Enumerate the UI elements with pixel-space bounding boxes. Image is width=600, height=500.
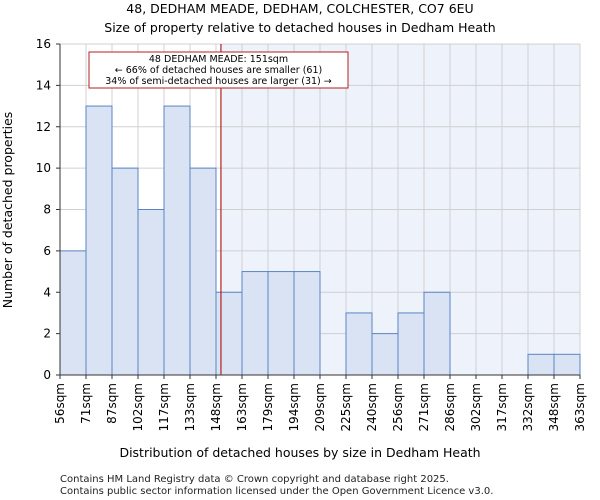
bar-102sqm [137,209,165,376]
bar-256sqm [397,312,425,376]
bar-133sqm [189,167,217,376]
bar-163sqm [241,271,269,376]
x-tick-label: 302sqm [469,383,483,431]
x-tick-label: 179sqm [261,383,275,431]
bar-225sqm [345,312,373,376]
y-tick-label: 12 [36,120,51,134]
x-tick-label: 102sqm [131,383,145,431]
bar-240sqm [371,333,399,376]
x-tick-label: 56sqm [53,383,67,424]
x-tick-label: 117sqm [157,383,171,431]
y-tick-label: 2 [43,327,51,341]
annotation-line-1: 48 DEDHAM MEADE: 151sqm [149,54,288,65]
x-tick-label: 271sqm [417,383,431,431]
x-tick-label: 240sqm [365,383,379,431]
bar-148sqm [215,291,243,376]
x-tick-label: 332sqm [521,383,535,431]
x-axis-label: Distribution of detached houses by size … [119,445,480,460]
bar-87sqm [111,167,139,376]
bar-271sqm [423,291,451,376]
footer-line-1: Contains HM Land Registry data © Crown c… [60,474,449,485]
x-tick-label: 87sqm [105,383,119,424]
bar-348sqm [553,353,581,376]
x-tick-label: 225sqm [339,383,353,431]
x-tick-label: 148sqm [209,383,223,431]
footer-line-2: Contains public sector information licen… [60,486,493,497]
y-tick-label: 16 [36,37,51,51]
bar-332sqm [527,353,555,376]
plot-area: 0 2 4 6 8 10 12 14 16 56sqm 71sqm 87sqm 102sqm 117sqm… [36,37,587,431]
bar-71sqm [85,105,113,376]
x-tick-label: 163sqm [235,383,249,431]
x-tick-label: 133sqm [183,383,197,431]
y-tick-label: 14 [36,78,51,92]
bar-179sqm [267,271,295,376]
bar-56sqm [59,250,87,376]
x-tick-label: 256sqm [391,383,405,431]
y-tick-label: 4 [43,285,51,299]
y-axis-label: Number of detached properties [0,112,15,309]
chart-title: 48, DEDHAM MEADE, DEDHAM, COLCHESTER, CO… [126,1,473,16]
bar-117sqm [163,105,191,376]
y-tick-label: 0 [43,368,51,382]
x-tick-label: 194sqm [287,383,301,431]
x-tick-label: 209sqm [313,383,327,431]
annotation-line-3: 34% of semi-detached houses are larger (… [105,76,332,87]
y-tick-label: 10 [36,161,51,175]
x-tick-label: 71sqm [79,383,93,424]
x-tick-label: 363sqm [573,383,587,431]
annotation-line-2: ← 66% of detached houses are smaller (61… [115,65,322,76]
y-tick-label: 6 [43,244,51,258]
y-tick-label: 8 [43,203,51,217]
annotation-box [88,51,349,89]
chart-subtitle: Size of property relative to detached ho… [104,20,495,35]
bar-194sqm [293,271,321,376]
x-tick-label: 286sqm [443,383,457,431]
x-tick-label: 348sqm [547,383,561,431]
x-tick-label: 317sqm [495,383,509,431]
